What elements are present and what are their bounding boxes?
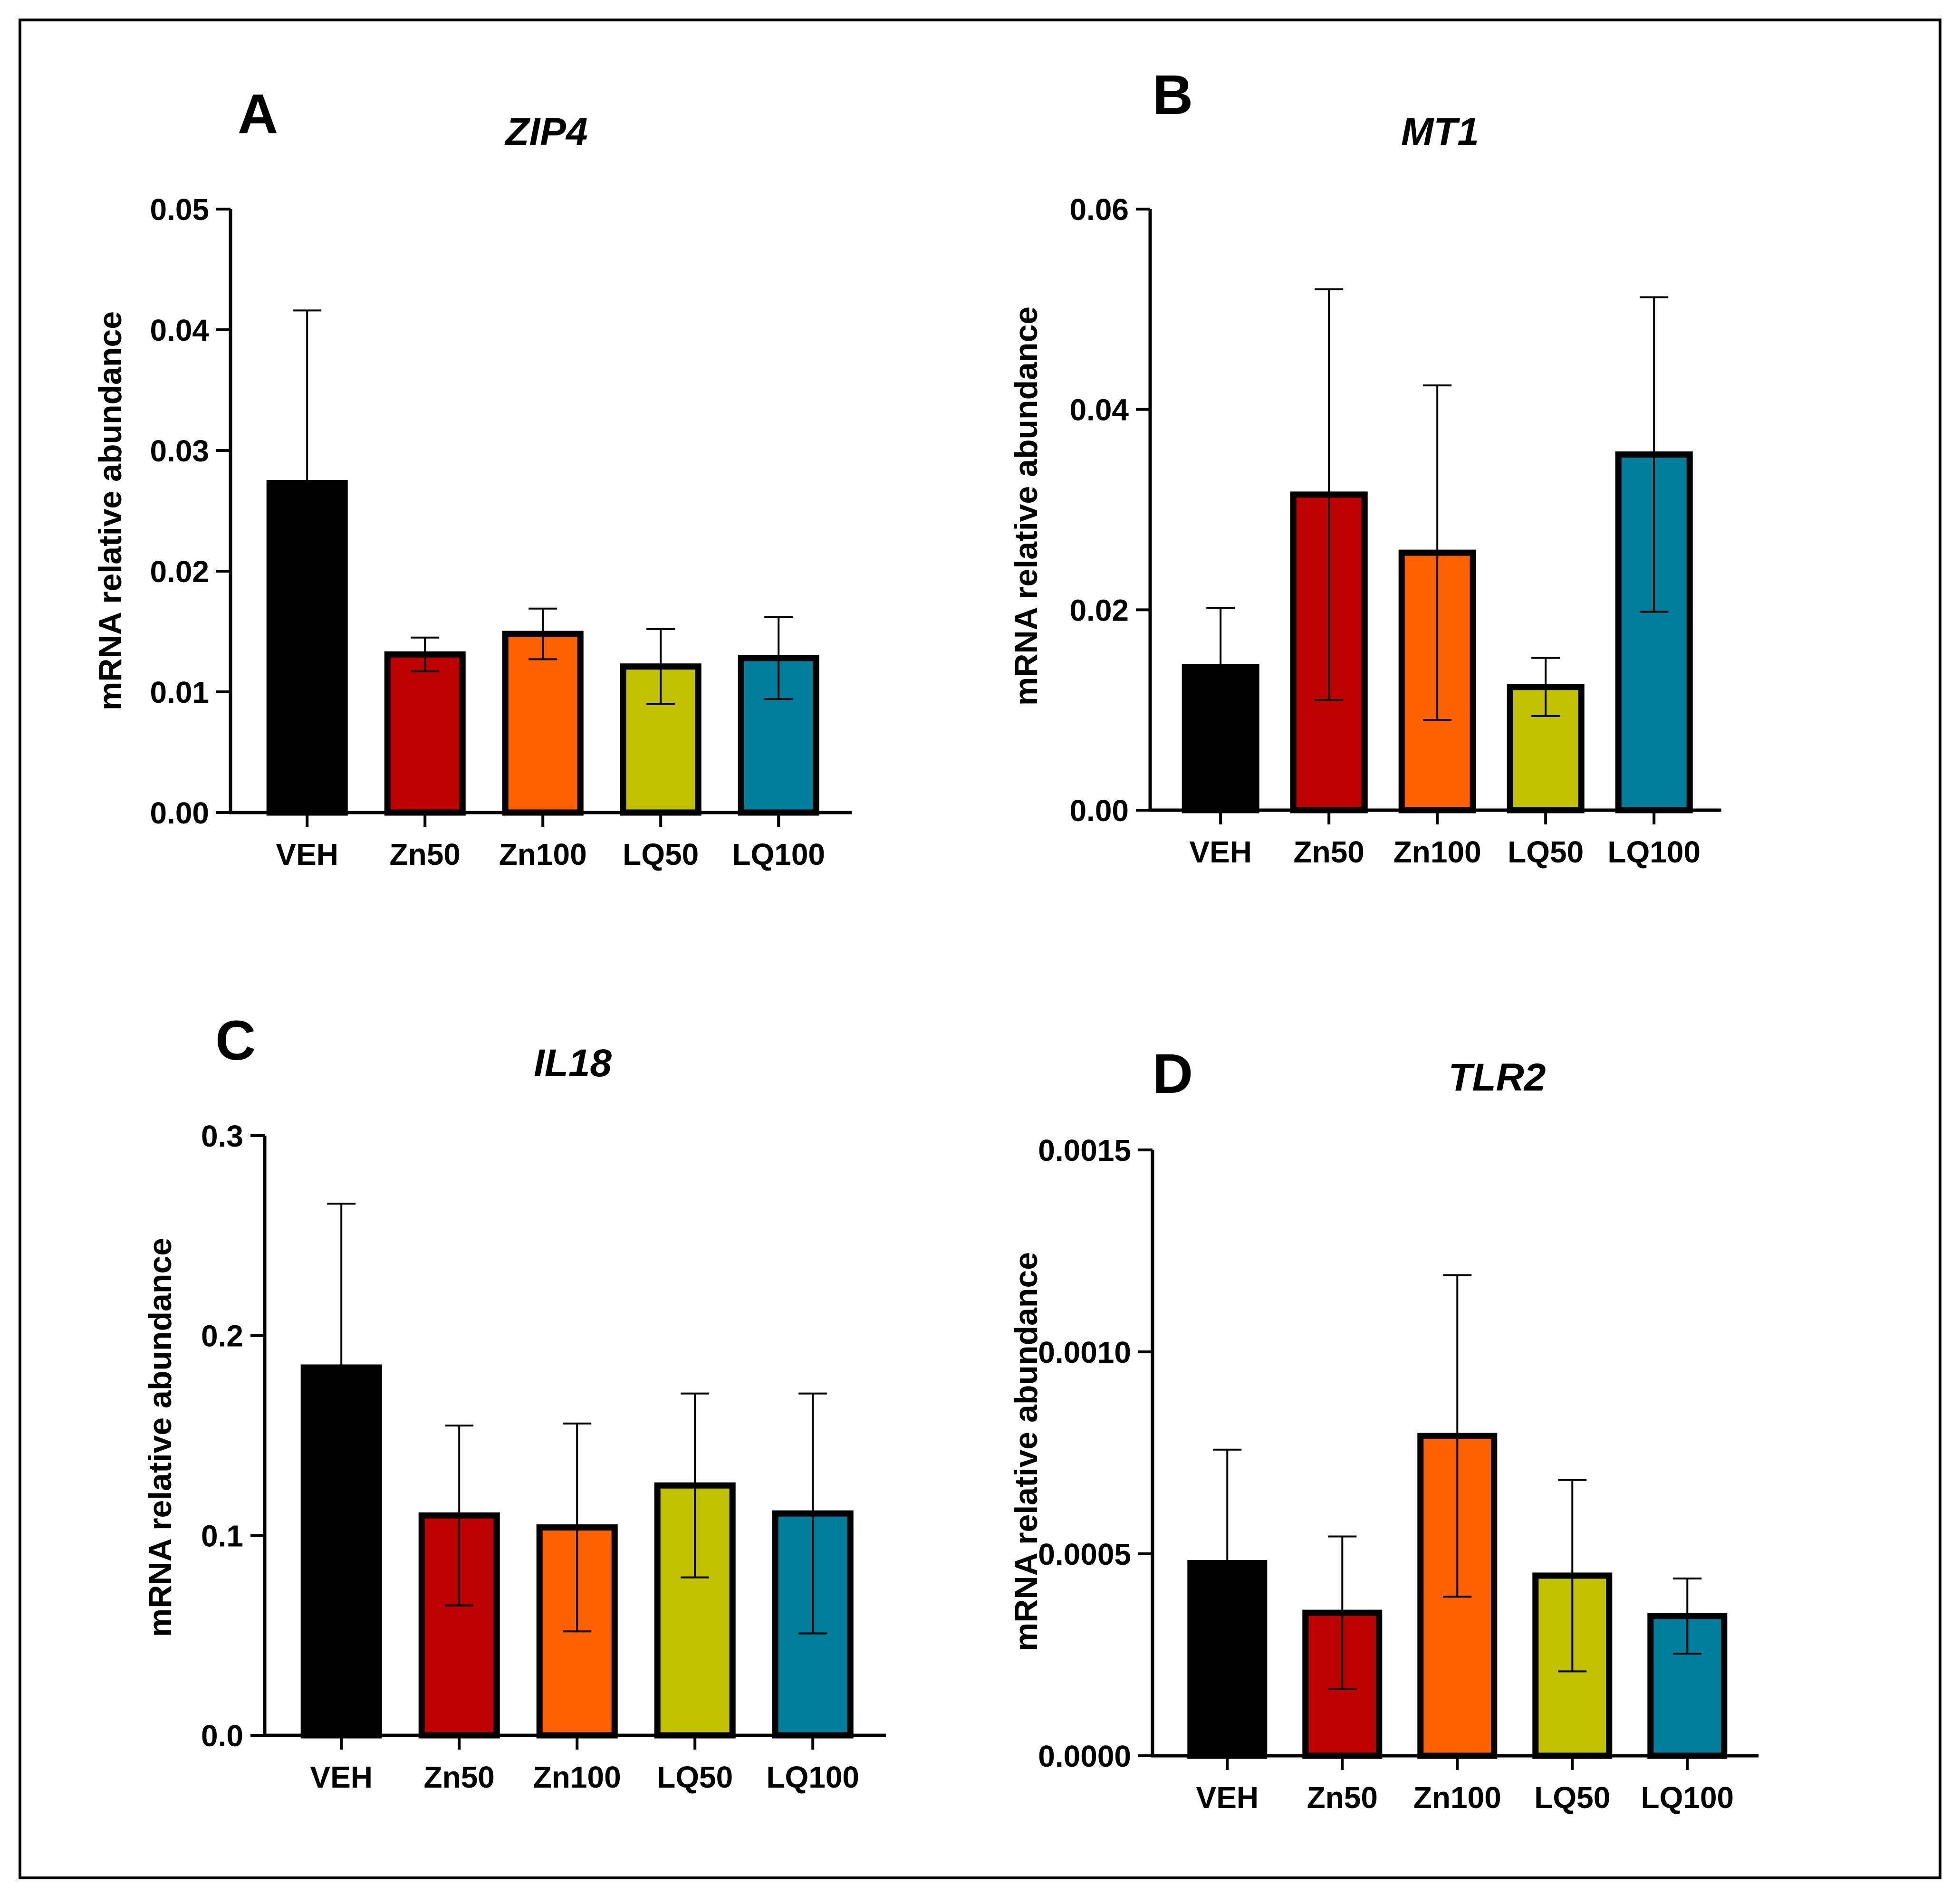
y-tick-label: 0.00 <box>1069 794 1129 828</box>
bar-zn50 <box>384 651 466 816</box>
x-tick-label: Zn100 <box>1393 835 1481 869</box>
y-axis-label: mRNA relative abundance <box>1008 1252 1044 1651</box>
x-tick-label: VEH <box>276 837 338 871</box>
y-tick-label: 0.06 <box>1069 192 1129 227</box>
x-tick-label: LQ50 <box>1508 835 1584 869</box>
plot-area-d: 0.0000 0.0005 0.0010 0.0015 VEH Zn50 Zn100 LQ50… <box>1038 1133 1759 1815</box>
x-tick-label: VEH <box>1189 835 1252 869</box>
x-tick-label: LQ50 <box>623 837 699 871</box>
y-tick-label: 0.03 <box>150 434 209 468</box>
x-tick-label: Zn50 <box>390 837 461 871</box>
panel-letter: C <box>215 1009 256 1072</box>
y-tick-label: 0.0015 <box>1038 1133 1131 1168</box>
y-tick-label: 0.00 <box>150 796 209 830</box>
y-tick-label: 0.04 <box>1069 393 1129 427</box>
panel-d: D TLR2 mRNA relative abundance 0.00000.0… <box>1008 1043 1759 1815</box>
x-tick-label: LQ100 <box>766 1760 859 1794</box>
x-tick-label: Zn100 <box>1413 1780 1501 1815</box>
x-tick-label: LQ100 <box>1607 835 1701 869</box>
y-tick-label: 0.0000 <box>1038 1739 1131 1773</box>
panel-b: B MT1 mRNA relative abundance 0.000.020.… <box>1008 64 1721 869</box>
panel-letter: D <box>1153 1043 1193 1105</box>
x-tick-label: VEH <box>1196 1780 1259 1815</box>
x-tick-label: Zn50 <box>1294 835 1364 869</box>
y-tick-label: 0.01 <box>150 675 209 709</box>
x-tick-label: LQ50 <box>1534 1780 1610 1815</box>
y-tick-label: 0.02 <box>1069 593 1129 627</box>
x-tick-label: LQ100 <box>732 837 825 871</box>
x-tick-label: Zn50 <box>424 1760 495 1794</box>
y-tick-label: 0.3 <box>201 1119 243 1153</box>
x-tick-label: LQ50 <box>657 1760 733 1794</box>
bar-zn100 <box>502 631 584 816</box>
y-axis-label: mRNA relative abundance <box>142 1238 178 1637</box>
panel-c: C IL18 mRNA relative abundance 0.0 0.1 0.2… <box>142 1009 886 1794</box>
plot-area-b: 0.00 0.02 0.04 0.06 VEH Zn50 Zn100 LQ50 LQ100 <box>1069 192 1721 869</box>
y-tick-label: 0.0 <box>201 1719 243 1753</box>
panel-letter: A <box>238 83 278 145</box>
chart-title: ZIP4 <box>504 110 587 153</box>
panel-letter: B <box>1153 64 1193 126</box>
y-axis-label: mRNA relative abundance <box>92 311 128 710</box>
x-tick-label: LQ100 <box>1641 1780 1734 1815</box>
x-tick-label: Zn100 <box>533 1760 621 1794</box>
y-tick-label: 0.1 <box>201 1519 243 1553</box>
y-tick-label: 0.05 <box>150 192 209 227</box>
y-tick-label: 0.0010 <box>1038 1335 1131 1369</box>
y-tick-label: 0.2 <box>201 1319 243 1353</box>
chart-title: IL18 <box>534 1042 612 1085</box>
chart-title: TLR2 <box>1449 1056 1546 1099</box>
x-tick-label: Zn100 <box>499 837 587 871</box>
y-axis-label: mRNA relative abundance <box>1008 306 1044 706</box>
x-tick-label: Zn50 <box>1307 1780 1378 1815</box>
x-tick-label: VEH <box>310 1760 373 1794</box>
plot-area-c: 0.0 0.1 0.2 0.3 VEH Zn50 Zn100 LQ50 LQ100 <box>201 1119 886 1794</box>
y-tick-label: 0.0005 <box>1038 1537 1131 1571</box>
panel-a: A ZIP4 mRNA relative abundance 0.000.010… <box>92 83 852 871</box>
y-tick-label: 0.04 <box>150 313 209 347</box>
chart-title: MT1 <box>1401 110 1479 153</box>
plot-area-a: 0.00 0.01 0.02 0.03 0.04 0.05 VEH Zn50 Zn100 LQ50… <box>150 192 852 871</box>
y-tick-label: 0.02 <box>150 555 209 589</box>
